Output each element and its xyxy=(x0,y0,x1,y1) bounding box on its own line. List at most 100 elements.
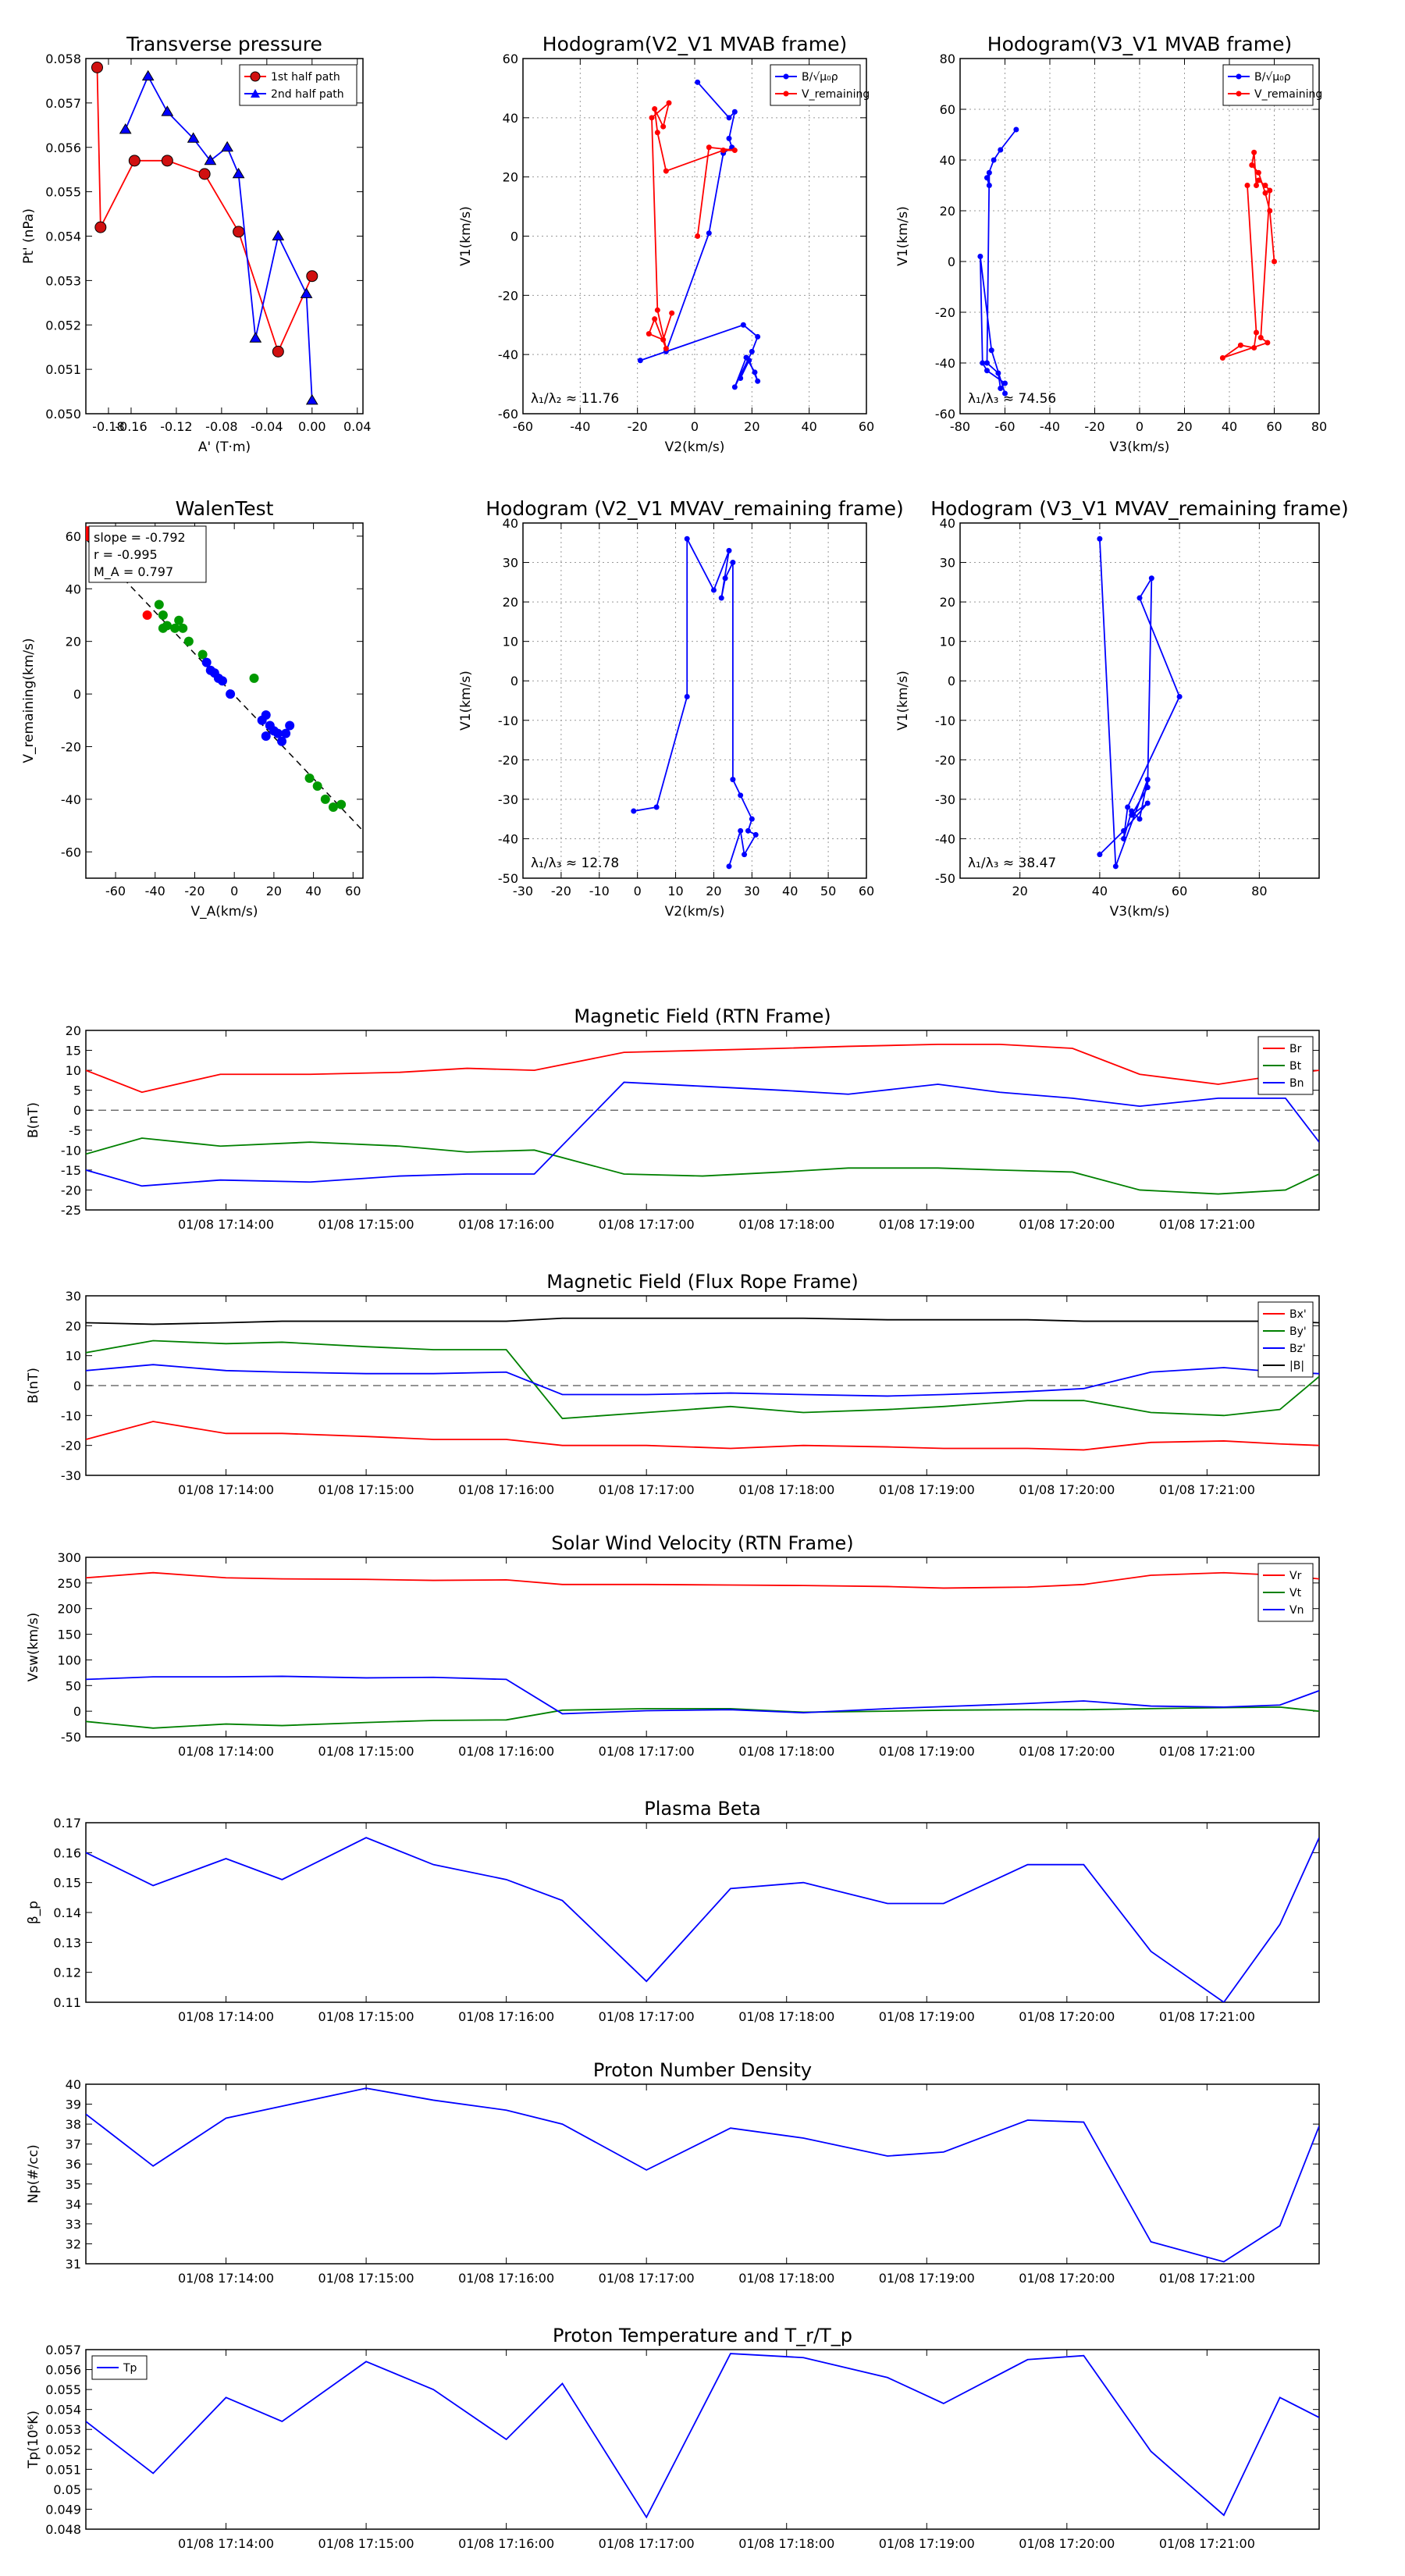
data-point xyxy=(1121,827,1127,834)
data-point xyxy=(706,230,712,237)
legend-label: |B| xyxy=(1289,1360,1304,1372)
x-tick-label: 01/08 17:19:00 xyxy=(879,2009,975,2024)
series-line xyxy=(86,1364,1319,1397)
y-tick-label: -20 xyxy=(935,753,955,767)
data-point xyxy=(300,287,313,298)
plot-frame xyxy=(959,58,1320,415)
y-tick-label: 0.14 xyxy=(53,1905,81,1920)
data-point xyxy=(726,115,732,121)
data-point xyxy=(312,781,322,792)
y-tick-label: -30 xyxy=(935,792,955,807)
x-tick-label: 01/08 17:18:00 xyxy=(738,1744,834,1759)
legend: Bx' By' Bz' |B| xyxy=(1257,1301,1314,1378)
data-point xyxy=(745,827,751,834)
data-point xyxy=(726,135,732,141)
x-tick-label: -20 xyxy=(551,884,571,898)
plot-frame xyxy=(85,2349,1320,2530)
y-tick-label: 0.056 xyxy=(45,2363,81,2378)
x-tick-label: 80 xyxy=(1311,419,1327,434)
hodogram-v2v1-mvab-chart: Hodogram(V2_V1 MVAB frame) -60 -40 -20 0 20 40… xyxy=(458,33,874,455)
data-point xyxy=(684,693,690,699)
magnetic-field-flux-rope-chart: Magnetic Field (Flux Rope Frame) -30 -20 -1… xyxy=(26,1271,1320,1497)
y-axis-label: B(nT) xyxy=(26,1368,41,1404)
hodogram-v2v1-mvav-series xyxy=(631,535,759,870)
y-tick-label: -10 xyxy=(61,1143,81,1158)
y-tick-label: 40 xyxy=(66,2077,81,2092)
plot-frame xyxy=(85,58,364,415)
y-tick-label: -30 xyxy=(61,1468,81,1483)
y-tick-label: -20 xyxy=(61,1439,81,1453)
x-tick-label: 01/08 17:20:00 xyxy=(1019,1744,1115,1759)
legend-box xyxy=(239,64,357,106)
x-tick-label: 20 xyxy=(1176,419,1192,434)
x-axis-label: A' (T·m) xyxy=(198,439,251,455)
data-point xyxy=(272,229,285,240)
x-tick-label: 01/08 17:15:00 xyxy=(318,2009,414,2024)
legend-label: V_remaining xyxy=(1254,88,1322,101)
series-line xyxy=(86,1837,1319,2002)
y-tick-label: 39 xyxy=(66,2097,81,2112)
series-line xyxy=(86,1675,1319,1715)
y-tick-label: -60 xyxy=(935,407,955,422)
data-point xyxy=(988,347,994,354)
y-axis-label: Np(#/cc) xyxy=(26,2144,41,2203)
y-axis-label: V1(km/s) xyxy=(458,206,474,266)
data-point xyxy=(995,370,1001,376)
magnetic-field-flux-rope-series xyxy=(86,1317,1319,1451)
x-tick-label: 01/08 17:14:00 xyxy=(178,1217,274,1232)
y-axis-label: B(nT) xyxy=(26,1102,41,1138)
data-point xyxy=(1129,808,1135,814)
x-tick-label: 01/08 17:16:00 xyxy=(458,1744,554,1759)
data-point xyxy=(663,168,669,174)
walen-stat: M_A = 0.797 xyxy=(94,564,173,580)
x-tick-label: 60 xyxy=(345,884,361,898)
x-tick-label: -0.04 xyxy=(251,419,283,434)
y-tick-label: -60 xyxy=(61,845,81,859)
data-point xyxy=(755,378,761,384)
data-point xyxy=(1144,785,1151,791)
plasma-beta-chart: Plasma Beta 0.11 0.12 0.13 0.14 0.15 0.16 0.17 0… xyxy=(26,1798,1320,2024)
y-tick-label: 10 xyxy=(66,1349,81,1364)
series-V_remaining xyxy=(646,100,738,352)
y-tick-label: 0 xyxy=(73,1103,81,1118)
proton-temperature-series xyxy=(86,2353,1319,2519)
legend-marker xyxy=(783,91,789,97)
x-tick-label: -20 xyxy=(628,419,648,434)
x-tick-label: 01/08 17:17:00 xyxy=(599,1744,695,1759)
data-point xyxy=(1249,162,1255,168)
series-line xyxy=(96,67,313,354)
plot-frame xyxy=(85,1557,1320,1738)
y-tick-label: 40 xyxy=(66,582,81,596)
y-tick-label: 32 xyxy=(66,2236,81,2251)
data-point xyxy=(141,69,155,81)
x-tick-label: 01/08 17:19:00 xyxy=(879,1482,975,1497)
legend: Tp xyxy=(91,2355,148,2380)
y-tick-label: 20 xyxy=(66,1318,81,1333)
data-point xyxy=(1112,863,1119,870)
solar-wind-velocity-series xyxy=(86,1571,1319,1729)
data-point xyxy=(706,144,712,151)
y-tick-label: 30 xyxy=(940,556,955,571)
series-line xyxy=(86,1571,1319,1589)
legend-label: Bn xyxy=(1289,1077,1304,1090)
legend-marker xyxy=(251,89,260,98)
y-tick-label: 20 xyxy=(940,595,955,610)
data-point xyxy=(1255,177,1261,183)
legend-marker xyxy=(250,71,261,82)
data-point xyxy=(991,157,997,163)
data-point xyxy=(749,348,755,354)
y-tick-label: -10 xyxy=(61,1408,81,1423)
y-tick-label: 0.053 xyxy=(45,2422,81,2437)
x-tick-label: -20 xyxy=(184,884,205,898)
data-point xyxy=(161,155,173,167)
proton-temperature-chart: Proton Temperature and T_r/T_p 0.048 0.049… xyxy=(26,2325,1320,2551)
data-point xyxy=(652,316,658,322)
y-tick-label: 0.058 xyxy=(45,52,81,66)
x-axis-label: V2(km/s) xyxy=(665,439,725,455)
y-tick-label: -40 xyxy=(935,831,955,846)
data-point xyxy=(646,331,652,337)
series-line xyxy=(86,1081,1319,1187)
x-tick-label: 01/08 17:14:00 xyxy=(178,2536,274,2551)
y-tick-label: -60 xyxy=(498,407,518,422)
x-tick-label: 60 xyxy=(859,884,874,898)
